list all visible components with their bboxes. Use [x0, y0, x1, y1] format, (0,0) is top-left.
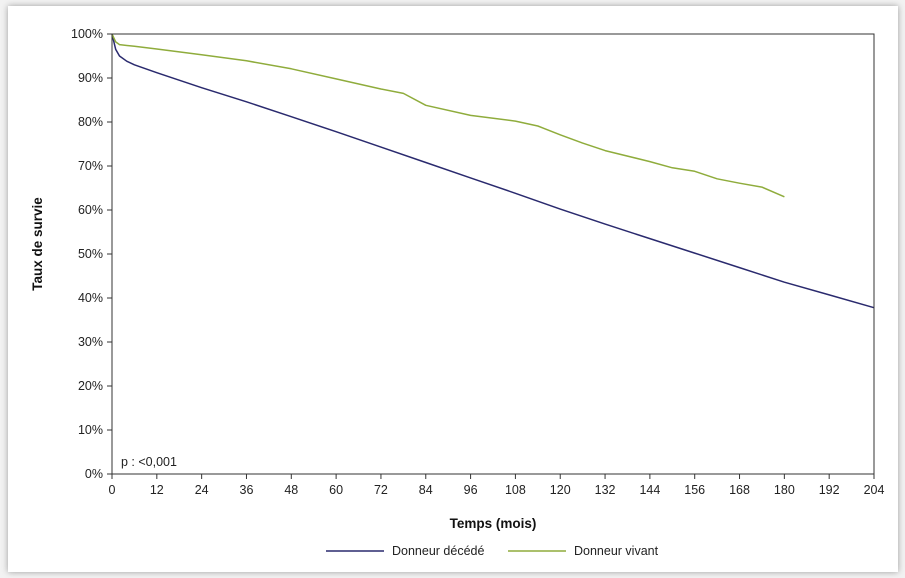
x-tick-label: 84	[419, 483, 433, 497]
x-tick-label: 192	[819, 483, 840, 497]
x-tick-label: 12	[150, 483, 164, 497]
x-tick-label: 96	[464, 483, 478, 497]
series-line-donneur-decede	[111, 33, 875, 309]
y-tick-label: 20%	[78, 379, 103, 393]
x-tick-label: 36	[240, 483, 254, 497]
y-tick-label: 30%	[78, 335, 103, 349]
y-tick-label: 80%	[78, 115, 103, 129]
legend: Donneur décédé Donneur vivant	[326, 544, 659, 558]
y-tick-label: 10%	[78, 423, 103, 437]
y-axis: 0% 10% 20% 30% 40% 50% 60% 70% 80% 90% 100%	[71, 27, 112, 481]
y-tick-label: 70%	[78, 159, 103, 173]
plot-frame	[111, 33, 875, 475]
x-tick-label: 180	[774, 483, 795, 497]
x-axis: 0 12 24 36 48 60 72 84 96 108 120 132 144 156 168 180 19…	[109, 474, 885, 497]
y-tick-label: 100%	[71, 27, 103, 41]
y-axis-title: Taux de survie	[30, 197, 45, 291]
y-tick-label: 0%	[85, 467, 103, 481]
x-tick-label: 48	[284, 483, 298, 497]
x-tick-label: 72	[374, 483, 388, 497]
y-tick-label: 40%	[78, 291, 103, 305]
p-value-annotation: p : <0,001	[121, 455, 177, 469]
legend-label: Donneur vivant	[574, 544, 659, 558]
x-tick-label: 108	[505, 483, 526, 497]
legend-label: Donneur décédé	[392, 544, 484, 558]
chart-card: 0% 10% 20% 30% 40% 50% 60% 70% 80% 90% 100% 0 12 24 3…	[8, 6, 898, 572]
x-tick-label: 132	[595, 483, 616, 497]
survival-chart: 0% 10% 20% 30% 40% 50% 60% 70% 80% 90% 100% 0 12 24 3…	[30, 27, 885, 558]
y-tick-label: 90%	[78, 71, 103, 85]
x-tick-label: 144	[639, 483, 660, 497]
plot-series	[111, 33, 875, 309]
y-tick-label: 60%	[78, 203, 103, 217]
x-tick-label: 156	[684, 483, 705, 497]
series-line-donneur-vivant	[111, 33, 785, 198]
x-tick-label: 24	[195, 483, 209, 497]
x-tick-label: 60	[329, 483, 343, 497]
y-tick-label: 50%	[78, 247, 103, 261]
x-tick-label: 120	[550, 483, 571, 497]
x-tick-label: 168	[729, 483, 750, 497]
x-axis-title: Temps (mois)	[450, 516, 537, 531]
x-tick-label: 204	[864, 483, 885, 497]
x-tick-label: 0	[109, 483, 116, 497]
